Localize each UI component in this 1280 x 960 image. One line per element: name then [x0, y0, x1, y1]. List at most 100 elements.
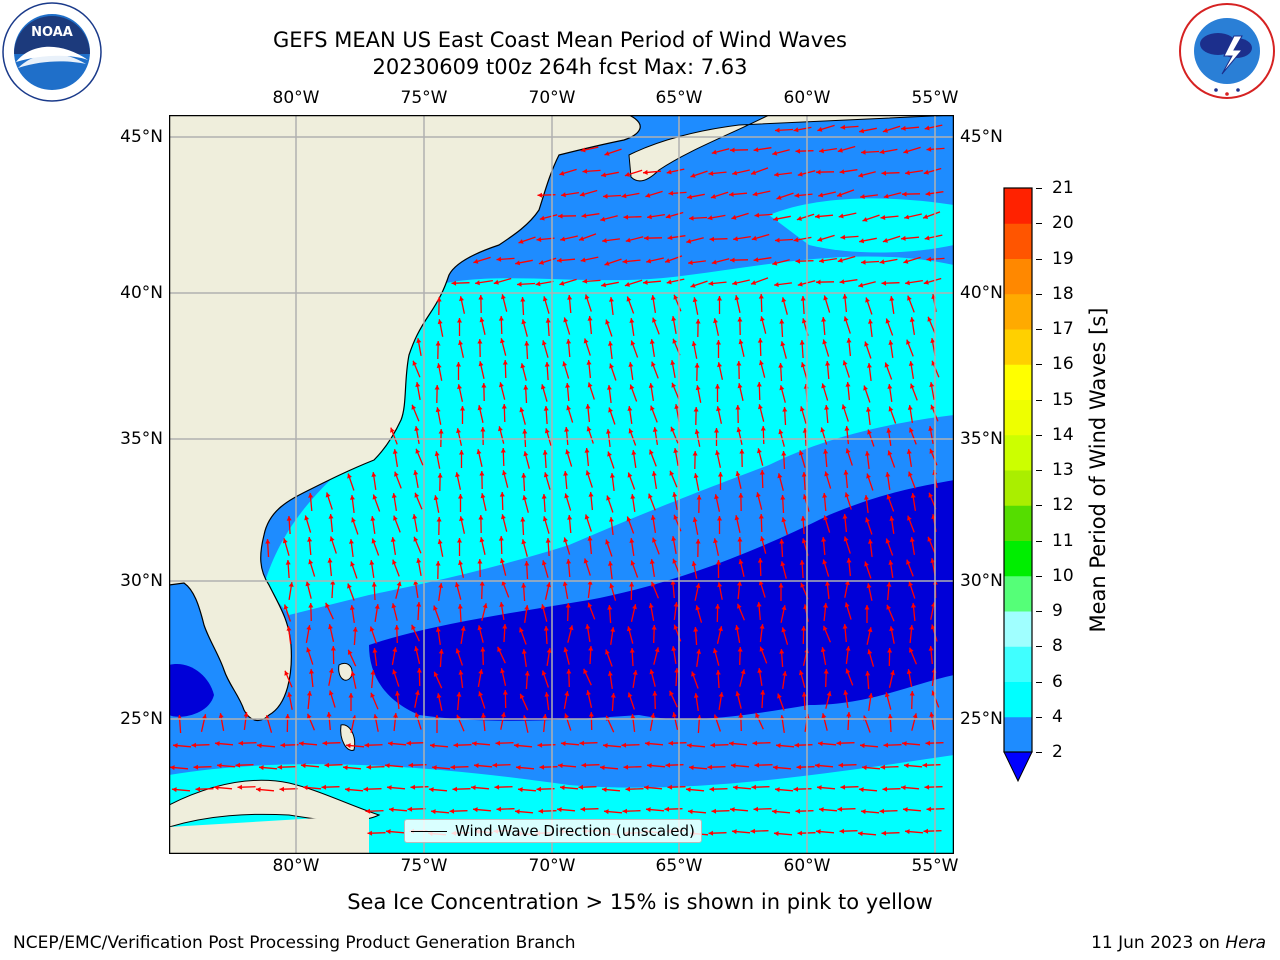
- wind-wave-arrow-head: [562, 581, 568, 586]
- wind-wave-arrow-head: [673, 294, 679, 300]
- wind-wave-arrow-head: [477, 625, 483, 631]
- wind-wave-arrow-head: [350, 671, 356, 677]
- colorbar: [1003, 187, 1033, 783]
- wind-wave-arrow-head: [864, 561, 869, 567]
- wind-wave-arrow-head: [757, 558, 763, 563]
- wind-wave-arrow-head: [665, 213, 671, 219]
- wind-wave-arrow-head: [793, 237, 799, 243]
- wind-wave-arrow-head: [582, 168, 588, 174]
- wind-wave-arrow-head: [887, 648, 893, 653]
- wind-wave-arrow-head: [566, 339, 572, 344]
- wind-wave-arrow-head: [625, 786, 631, 792]
- wind-wave-arrow-head: [515, 260, 521, 266]
- wind-wave-arrow-head: [879, 259, 885, 265]
- wind-wave-arrow-head: [843, 470, 849, 475]
- wind-wave-arrow-head: [518, 239, 524, 244]
- wind-wave-arrow-head: [501, 404, 507, 409]
- wind-wave-arrow-head: [886, 494, 892, 500]
- wind-wave-arrow-head: [696, 649, 702, 654]
- wind-wave-arrow-head: [713, 538, 718, 544]
- wind-wave-arrow-head: [733, 236, 738, 242]
- wind-wave-arrow-head: [563, 317, 569, 323]
- wind-wave-arrow-head: [435, 561, 441, 566]
- wind-wave-arrow-head: [884, 692, 890, 698]
- wind-wave-arrow-head: [800, 296, 806, 301]
- wind-wave-arrow-head: [438, 583, 444, 588]
- wind-wave-arrow-head: [481, 383, 487, 388]
- wind-wave-arrow-head: [623, 764, 629, 770]
- wind-wave-arrow-head: [496, 806, 502, 812]
- lon-label-bottom-60w: 60°W: [783, 856, 831, 876]
- wind-wave-arrow-head: [299, 741, 304, 747]
- wind-wave-arrow-head: [564, 493, 570, 499]
- wind-wave-arrow-head: [754, 762, 760, 768]
- wind-wave-arrow-head: [717, 582, 723, 588]
- wind-wave-arrow-head: [307, 713, 312, 719]
- wind-wave-arrow-head: [888, 340, 894, 345]
- wind-wave-arrow-head: [517, 281, 522, 287]
- wind-wave-arrow-head: [433, 671, 439, 677]
- wind-wave-arrow-head: [460, 626, 466, 631]
- wind-wave-arrow-head: [478, 361, 484, 367]
- wind-wave-arrow-head: [413, 580, 419, 585]
- wind-wave-arrow-head: [751, 280, 757, 285]
- wind-wave-arrow-head: [880, 764, 886, 770]
- wind-wave-arrow-head: [543, 626, 549, 631]
- wind-wave-arrow-head: [906, 559, 911, 565]
- wind-wave-arrow-head: [688, 809, 693, 815]
- wind-wave-arrow-head: [756, 492, 761, 498]
- wind-wave-arrow-head: [600, 216, 606, 222]
- wind-wave-arrow-head: [501, 580, 507, 586]
- wind-wave-arrow-head: [865, 671, 871, 676]
- wind-wave-arrow-head: [777, 693, 782, 699]
- wind-wave-arrows: [169, 124, 945, 837]
- wind-wave-arrow-head: [628, 428, 634, 434]
- wind-wave-arrow-head: [390, 537, 396, 542]
- wind-wave-arrow-head: [451, 280, 457, 286]
- colorbar-tick-label: 9: [1052, 601, 1063, 621]
- wind-wave-arrow-head: [522, 495, 528, 501]
- wind-wave-arrow-head: [837, 806, 843, 812]
- wind-wave-arrow-head: [579, 236, 585, 241]
- wind-wave-arrow-head: [631, 450, 637, 455]
- wind-wave-arrow-head: [434, 451, 440, 457]
- lat-label-right-45n: 45°N: [960, 127, 1003, 147]
- wind-wave-arrow-head: [909, 625, 914, 630]
- colorbar-segment: [1004, 505, 1032, 541]
- colorbar-tick-mark: [1036, 434, 1042, 436]
- wind-wave-arrow-head: [407, 806, 413, 812]
- wind-wave-arrow-head: [923, 279, 929, 285]
- wind-wave-arrow-head: [542, 450, 548, 455]
- wind-wave-arrow-head: [758, 514, 764, 519]
- wind-wave-arrow-head: [796, 764, 802, 770]
- wind-wave-arrow-head: [859, 128, 865, 134]
- wind-wave-arrow-head: [866, 583, 872, 589]
- wind-wave-arrow-head: [630, 560, 636, 566]
- wind-wave-arrow-head: [459, 450, 464, 455]
- wind-wave-arrow-head: [477, 339, 483, 344]
- wind-wave-arrow-head: [429, 787, 434, 793]
- wind-wave-arrow-head: [691, 671, 696, 677]
- wind-wave-arrow-head: [308, 493, 314, 498]
- graticule: [169, 115, 954, 854]
- wind-wave-arrow-head: [521, 473, 527, 478]
- wind-wave-arrow-head: [801, 692, 807, 697]
- wind-wave-arrow-head: [695, 539, 701, 544]
- wind-wave-arrow-head: [779, 319, 785, 324]
- wind-wave-arrow-head: [780, 341, 786, 347]
- wind-wave-arrow-head: [651, 581, 656, 587]
- colorbar-tick-mark: [1036, 188, 1042, 189]
- wind-wave-arrow-head: [371, 538, 377, 544]
- wind-wave-arrow-head: [415, 448, 421, 454]
- wind-wave-arrow-head: [214, 785, 219, 791]
- wind-wave-arrow-head: [817, 785, 822, 791]
- wind-wave-arrow-head: [881, 830, 887, 836]
- wind-wave-arrow-head: [586, 690, 591, 696]
- colorbar-segment: [1004, 329, 1032, 365]
- wind-wave-arrow-head: [926, 256, 932, 262]
- wind-wave-arrow-head: [907, 295, 912, 301]
- wind-wave-arrow-head: [648, 383, 654, 388]
- wind-wave-arrow-head: [433, 495, 439, 501]
- wind-wave-arrow-head: [923, 214, 929, 219]
- colorbar-tick-mark: [1036, 646, 1042, 648]
